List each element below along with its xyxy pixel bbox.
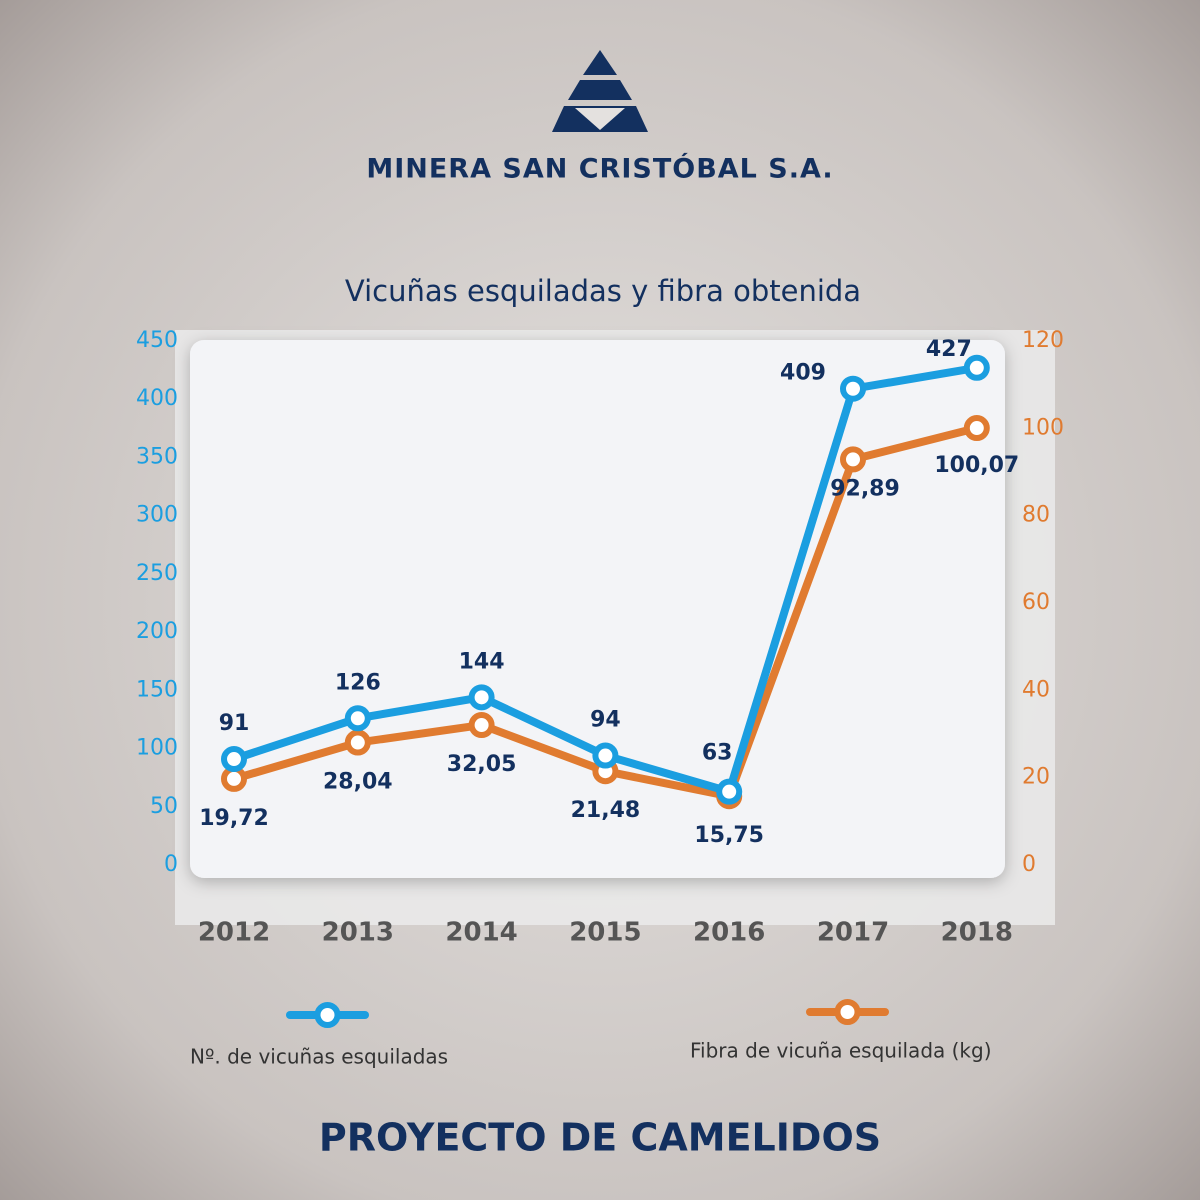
x-tick-label: 2016 [693,918,765,948]
y2-tick-label: 0 [1022,852,1036,877]
data-label: 91 [219,711,250,736]
y2-tick-label: 20 [1022,765,1050,790]
data-point [468,712,495,739]
y-tick-label: 300 [136,503,178,528]
y-tick-label: 450 [136,328,178,353]
brand: MINERA SAN CRISTÓBAL S.A. [366,153,833,185]
x-tick-label: 2015 [569,918,641,948]
data-point [344,705,371,732]
y-tick-label: 0 [164,852,178,877]
y-tick-label: 150 [136,677,178,702]
x-tick-label: 2013 [322,918,394,948]
data-label: 21,48 [571,798,641,823]
data-point [592,742,619,769]
data-point [963,354,990,381]
y2-tick-label: 80 [1022,503,1050,528]
data-label: 94 [590,708,621,733]
data-label: 32,05 [447,752,517,777]
data-label: 100,07 [934,453,1019,478]
data-label: 126 [335,670,381,695]
data-point [716,778,743,805]
legend-label: Nº. de vicuñas esquiladas [190,1045,448,1069]
data-label: 409 [780,361,826,386]
y-tick-label: 200 [136,619,178,644]
data-label: 19,72 [199,806,269,831]
y-tick-label: 250 [136,561,178,586]
data-point [221,746,247,773]
y2-tick-label: 60 [1022,590,1050,615]
plot-area [190,340,1005,878]
x-tick-label: 2017 [817,918,889,948]
legend-marker [834,999,861,1025]
x-tick-label: 2018 [941,918,1013,948]
y2-tick-label: 40 [1022,677,1050,702]
data-point [468,684,495,711]
y2-tick-label: 120 [1022,328,1064,353]
y-tick-label: 350 [136,444,178,469]
data-label: 63 [702,741,733,766]
data-point [344,729,371,756]
y-tick-label: 100 [136,736,178,761]
logo [552,50,648,132]
y-tick-label: 400 [136,386,178,411]
data-label: 92,89 [830,476,900,501]
footer-title: PROYECTO DE CAMELIDOS [319,1116,881,1160]
data-point [840,375,866,402]
x-tick-label: 2014 [445,918,517,948]
y2-tick-label: 100 [1022,415,1064,440]
data-point [963,415,990,442]
data-label: 144 [459,649,505,674]
data-label: 28,04 [323,770,393,795]
legend-marker [314,1002,341,1028]
legend-label: Fibra de vicuña esquilada (kg) [690,1039,992,1063]
x-tick-label: 2012 [198,918,270,948]
data-label: 427 [926,337,972,362]
y-tick-label: 50 [150,794,178,819]
chart-title: Vicuñas esquiladas y fibra obtenida [345,274,861,308]
data-point [840,446,866,473]
data-label: 15,75 [694,823,764,848]
